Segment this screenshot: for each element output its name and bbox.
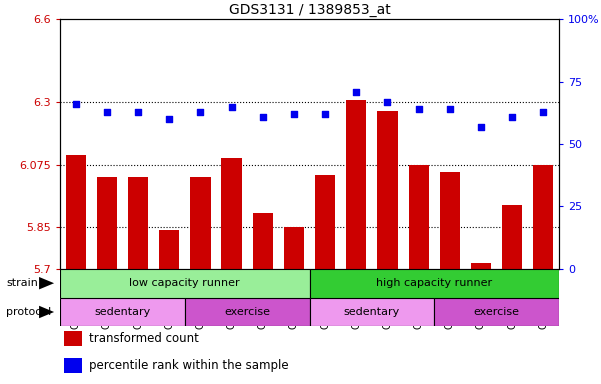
Text: sedentary: sedentary (94, 307, 151, 317)
Bar (310, 298, 435, 326)
Bar (533, 165, 554, 269)
Text: low capacity runner: low capacity runner (129, 278, 240, 288)
Point (507, 114, 517, 120)
Bar (252, 214, 273, 269)
Text: strain: strain (6, 278, 38, 288)
Text: transformed count: transformed count (89, 332, 199, 345)
Bar (221, 158, 242, 269)
Point (133, 109, 143, 115)
Point (538, 109, 548, 115)
Text: exercise: exercise (224, 307, 270, 317)
Text: percentile rank within the sample: percentile rank within the sample (89, 359, 288, 372)
Text: exercise: exercise (474, 307, 520, 317)
Polygon shape (39, 306, 54, 318)
Bar (60, 298, 185, 326)
Bar (471, 263, 491, 269)
Text: sedentary: sedentary (344, 307, 400, 317)
Point (445, 106, 454, 112)
Bar (97, 177, 117, 269)
Point (258, 114, 267, 120)
Point (71, 101, 81, 107)
Point (289, 111, 299, 117)
Title: GDS3131 / 1389853_at: GDS3131 / 1389853_at (228, 3, 391, 17)
Point (227, 104, 236, 110)
Point (414, 106, 424, 112)
Bar (346, 99, 367, 269)
Bar (377, 111, 398, 269)
Bar (440, 172, 460, 269)
Text: high capacity runner: high capacity runner (376, 278, 492, 288)
Bar (315, 174, 335, 269)
Point (383, 99, 392, 105)
Bar (128, 177, 148, 269)
Bar (191, 177, 210, 269)
Point (320, 111, 330, 117)
Point (195, 109, 205, 115)
Point (102, 109, 112, 115)
Bar (64, 358, 82, 373)
Point (352, 89, 361, 95)
Bar (502, 205, 522, 269)
Bar (60, 269, 310, 298)
Bar (185, 298, 310, 326)
Polygon shape (39, 277, 54, 290)
Bar (409, 165, 429, 269)
Text: protocol: protocol (6, 307, 51, 317)
Bar (64, 331, 82, 346)
Bar (284, 227, 304, 269)
Bar (66, 155, 86, 269)
Bar (435, 298, 559, 326)
Bar (310, 269, 559, 298)
Point (476, 124, 486, 130)
Point (165, 116, 174, 122)
Bar (159, 230, 179, 269)
